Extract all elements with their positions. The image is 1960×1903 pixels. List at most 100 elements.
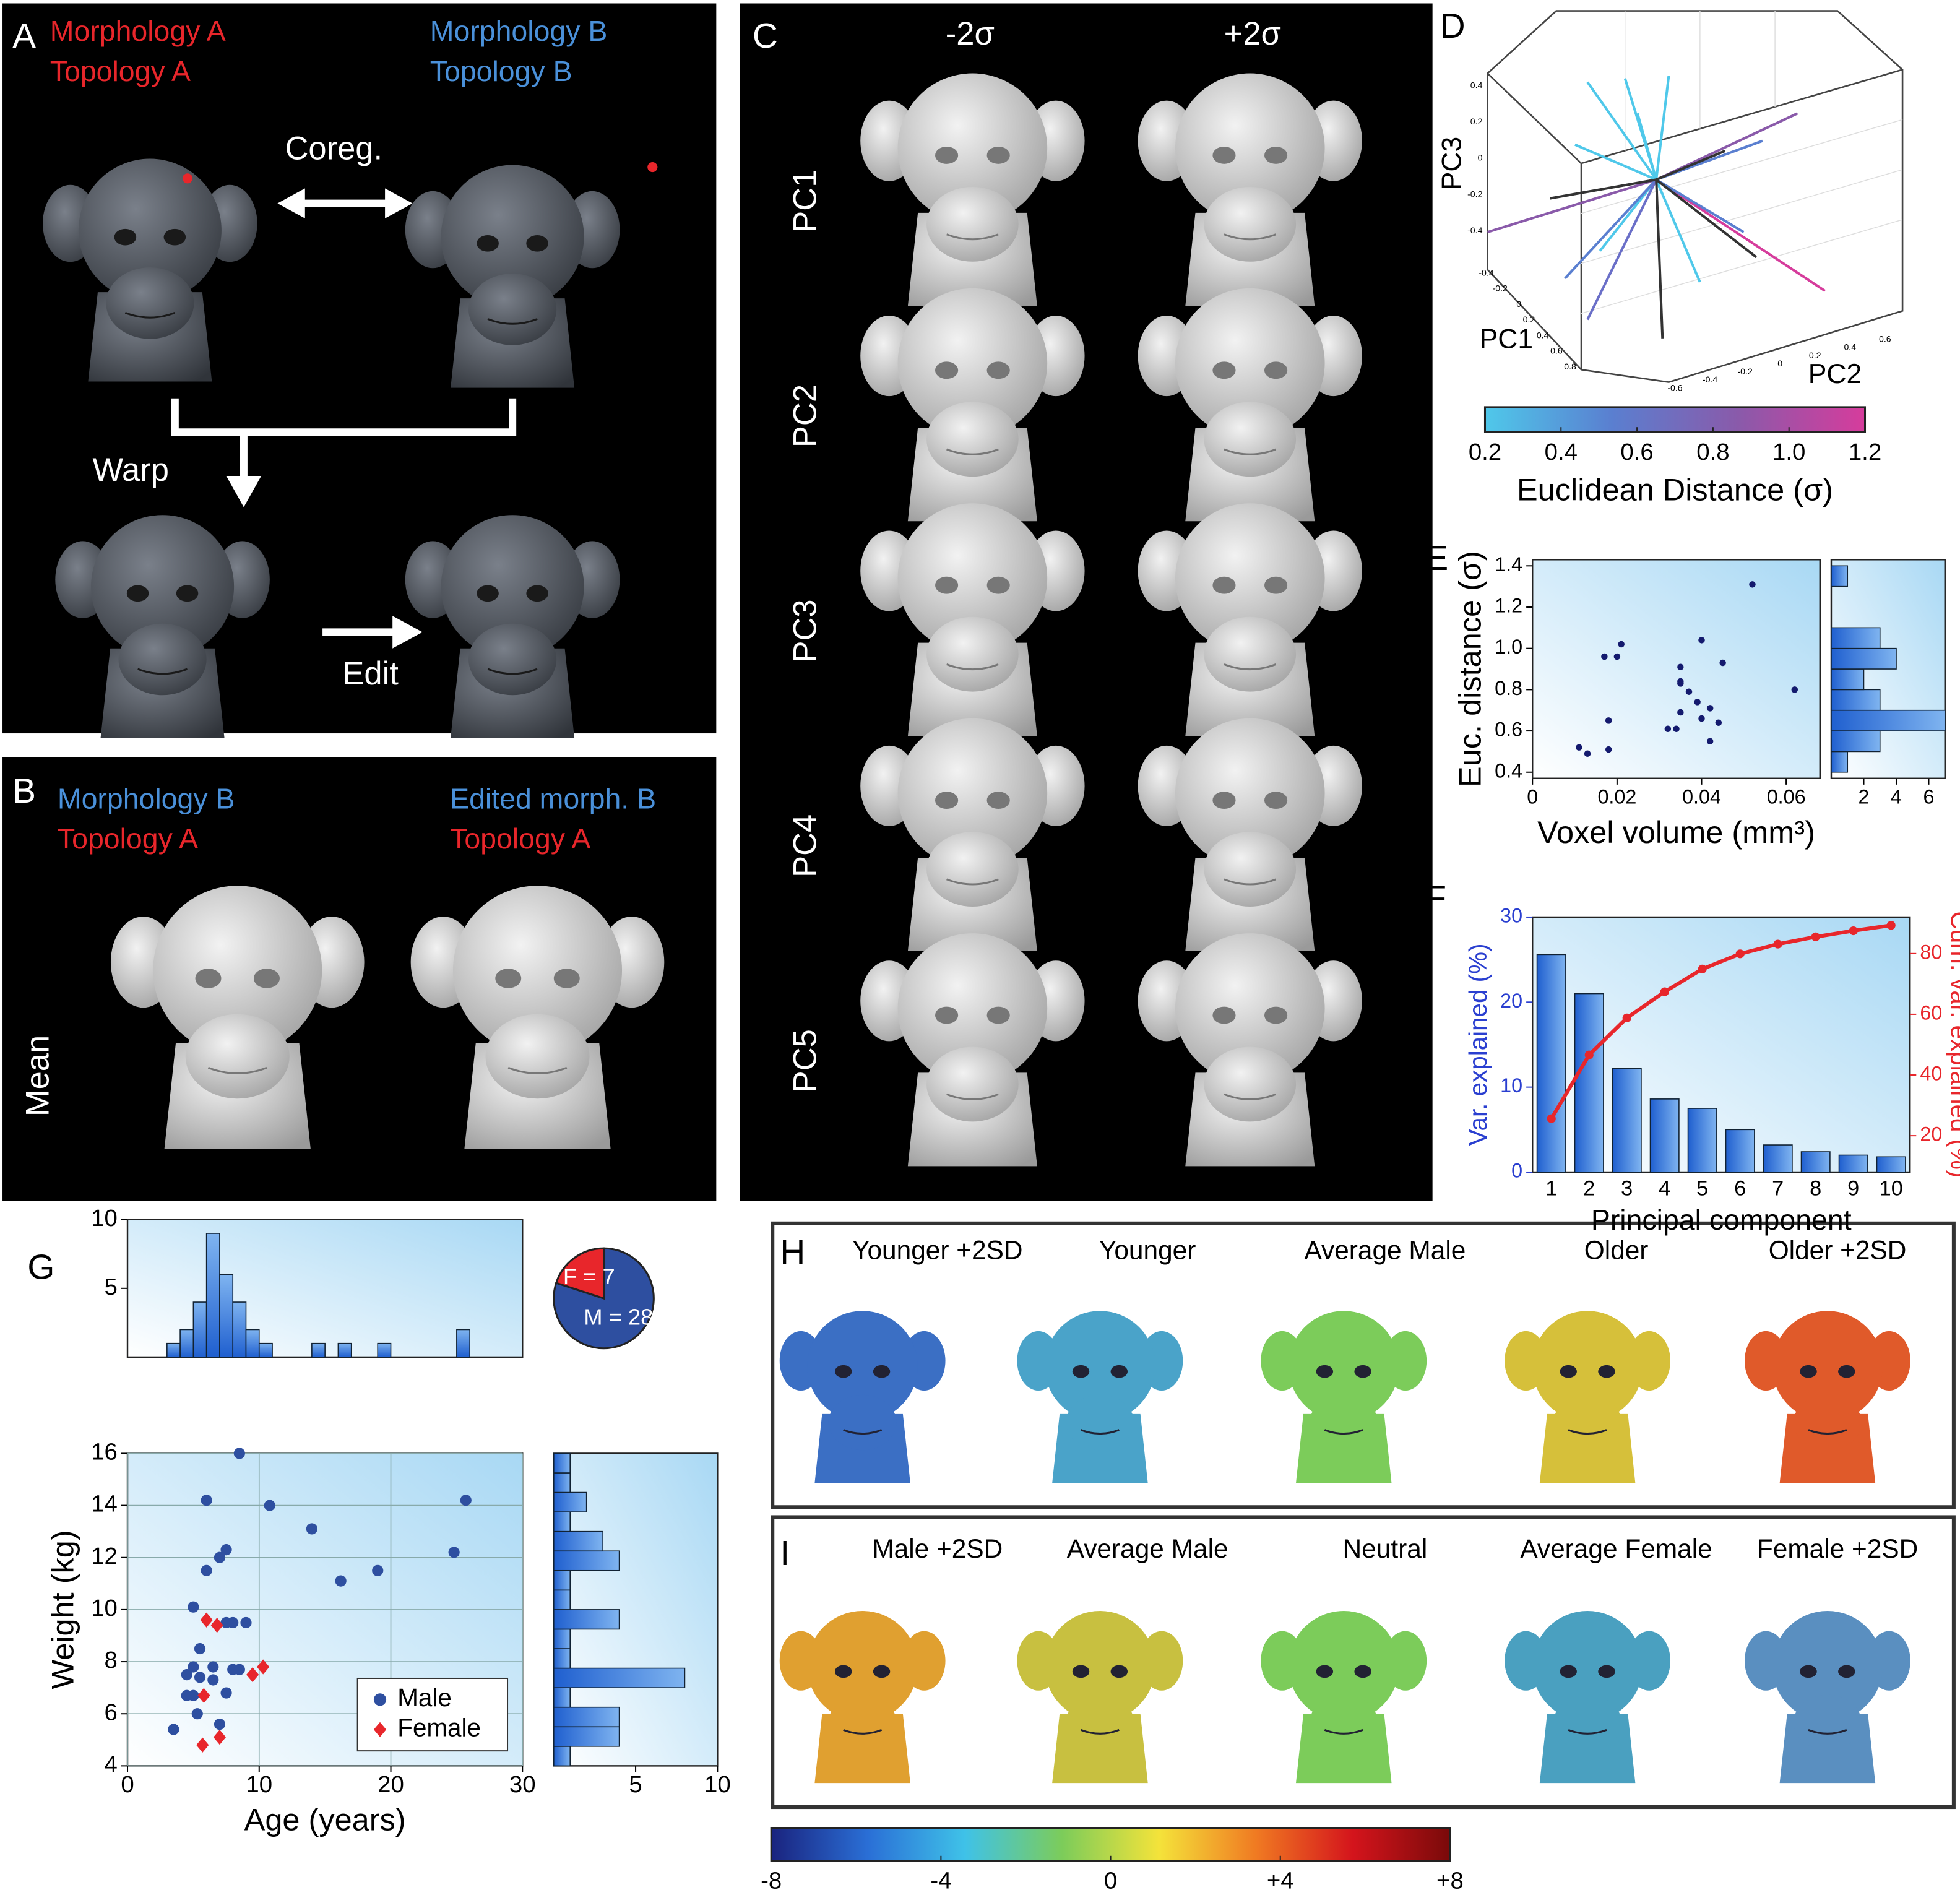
pie-slice (555, 1247, 605, 1300)
x-axis-label: Age (years) (244, 1802, 406, 1837)
bar (1763, 1144, 1793, 1173)
head-mouth (843, 1429, 883, 1435)
head-eye (553, 969, 580, 988)
point (168, 1724, 179, 1735)
head-muzzle (468, 274, 557, 345)
landmark (182, 173, 193, 184)
x-tick-label: 0 (1527, 786, 1538, 808)
line-point (1849, 926, 1858, 936)
point (220, 1544, 232, 1556)
line-point (1660, 987, 1669, 996)
head-muzzle (828, 1394, 897, 1451)
panel-letter: B (12, 771, 36, 810)
head-mouth (124, 311, 175, 319)
label: Topology B (430, 55, 572, 87)
head-eye (835, 1665, 852, 1678)
y-tick-label: 0.6 (1495, 718, 1522, 741)
head-cranium (452, 886, 623, 1055)
head-eye (163, 228, 186, 246)
y-tick-label: 80 (1920, 941, 1942, 963)
legend-symbol (373, 1693, 387, 1706)
bar (1649, 1098, 1680, 1173)
head-mouth (1568, 1728, 1607, 1735)
hist-bar (1831, 730, 1881, 753)
point (1576, 744, 1582, 751)
head-eye (1212, 361, 1236, 379)
hist-bar (1831, 565, 1849, 587)
head-mouth (1224, 1093, 1277, 1100)
hist-bar (553, 1746, 571, 1767)
head-cranium (1532, 1611, 1643, 1722)
axis-label: PC3 (1437, 137, 1467, 190)
head-muzzle (1310, 1694, 1378, 1750)
hist-bar (1831, 709, 1946, 731)
tick-label: -0.4 (1479, 268, 1493, 278)
label: Edited morph. B (450, 782, 656, 814)
y-tick-label: 4 (105, 1751, 118, 1778)
3d-labels: PC3PC1PC20.40.20-0.2-0.4-0.4-0.200.20.40… (1437, 80, 1891, 393)
head-cranium (897, 73, 1048, 223)
x-tick-label: 5 (1696, 1176, 1708, 1200)
bar (1725, 1129, 1755, 1173)
label: Topology A (450, 822, 590, 855)
point (233, 1664, 245, 1675)
tick-label: 0 (1777, 358, 1782, 368)
head-eye (1212, 146, 1236, 164)
point (1749, 581, 1756, 588)
point (201, 1564, 212, 1576)
hist-bar (1831, 689, 1881, 711)
head-eye (986, 361, 1010, 379)
tick-label: 0.2 (1523, 314, 1535, 324)
point (207, 1674, 219, 1686)
head-mouth (1568, 1429, 1607, 1435)
hist-bar (553, 1667, 686, 1688)
x-tick-label: 4 (1659, 1176, 1670, 1200)
head-muzzle (106, 267, 194, 339)
head-mouth (1808, 1728, 1847, 1735)
hist-bar (1831, 627, 1881, 649)
legend-label: Male (397, 1683, 452, 1712)
tick-label: 0.8 (1564, 361, 1576, 371)
y-tick-label: 14 (91, 1491, 118, 1517)
pie-label: M = 28 (584, 1304, 653, 1329)
head-cranium (807, 1611, 918, 1722)
head-cranium (1175, 288, 1325, 438)
head-eye (1072, 1365, 1090, 1378)
point (1664, 725, 1672, 732)
point (1673, 725, 1680, 732)
head-eye (1264, 361, 1288, 379)
head-eye (986, 792, 1010, 809)
head-eye (935, 792, 959, 809)
hist-bar (1831, 668, 1865, 691)
head-eye (1598, 1365, 1615, 1378)
head-mouth (137, 668, 188, 675)
point (1715, 719, 1722, 726)
head-muzzle (1553, 1694, 1622, 1750)
x-axis-label: Principal component (1591, 1204, 1852, 1236)
bar (1800, 1151, 1831, 1173)
head-eye (835, 1365, 852, 1378)
head-mouth (1224, 878, 1277, 886)
column-label: -2σ (946, 15, 995, 52)
hist-bar (553, 1628, 571, 1649)
head-mouth (1324, 1429, 1363, 1435)
x-tick-label: 3 (1621, 1176, 1633, 1200)
y-axis-label: Cum. var. explained (%) (1945, 912, 1960, 1178)
head-cranium (897, 503, 1048, 653)
landmark (647, 162, 658, 173)
legend-box (356, 1677, 509, 1752)
point (1719, 659, 1726, 667)
head-eye (1354, 1665, 1371, 1678)
point (1677, 709, 1684, 716)
y-tick-label: 10 (91, 1595, 118, 1621)
label: Warp (92, 452, 168, 488)
hist-bar (337, 1342, 352, 1358)
point (335, 1575, 347, 1587)
map-label: Younger +2SD (852, 1235, 1022, 1264)
hist-bar (205, 1233, 220, 1358)
label: Topology A (58, 822, 198, 855)
head-cranium (897, 288, 1048, 438)
head-eye (526, 585, 548, 602)
point (1791, 686, 1798, 693)
head-muzzle (1204, 187, 1297, 262)
